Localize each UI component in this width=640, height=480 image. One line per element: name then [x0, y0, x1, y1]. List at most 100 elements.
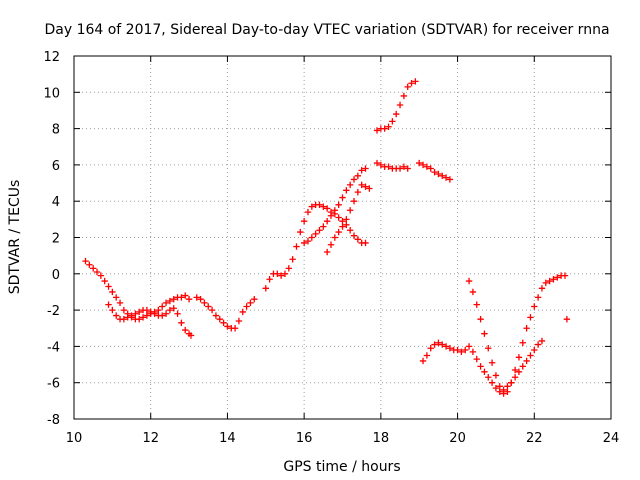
y-tick-label: 12: [43, 50, 60, 65]
data-point: [105, 301, 112, 308]
data-point: [208, 306, 216, 314]
series-arc4: [262, 201, 369, 292]
data-point: [320, 203, 327, 210]
data-point: [527, 314, 534, 321]
data-point: [335, 228, 342, 236]
data-point: [128, 312, 135, 319]
series-arc7: [373, 78, 419, 134]
data-point: [159, 303, 166, 310]
data-point: [446, 176, 454, 183]
data-point: [304, 208, 312, 216]
data-point: [143, 312, 151, 319]
data-point: [339, 217, 346, 225]
data-point: [534, 294, 542, 301]
data-point: [120, 306, 128, 314]
y-tick-label: 2: [52, 232, 60, 247]
data-point: [488, 359, 496, 366]
data-point: [147, 308, 154, 316]
data-point: [281, 270, 289, 277]
data-point: [496, 383, 503, 390]
data-point: [473, 301, 480, 308]
data-point: [412, 78, 419, 85]
y-tick-label: -4: [47, 340, 60, 355]
data-point: [166, 297, 174, 305]
data-point: [481, 330, 488, 337]
data-point: [316, 227, 323, 234]
data-point: [515, 354, 523, 361]
data-point: [519, 339, 526, 346]
data-point: [139, 314, 147, 321]
data-point: [400, 92, 408, 100]
data-point: [251, 296, 258, 303]
data-point: [519, 363, 526, 370]
data-point: [285, 265, 292, 272]
x-tick-label: 22: [526, 431, 543, 446]
data-point: [297, 228, 304, 236]
data-point: [277, 272, 285, 279]
data-point: [396, 101, 404, 109]
data-point: [500, 390, 507, 397]
data-point: [385, 163, 392, 170]
x-tick-label: 20: [449, 431, 466, 446]
data-point: [193, 294, 200, 301]
data-point: [205, 303, 212, 310]
data-point: [312, 230, 319, 238]
data-point: [373, 127, 381, 134]
data-point: [477, 315, 484, 323]
data-point: [435, 339, 442, 346]
data-point: [320, 223, 327, 230]
data-point: [112, 294, 120, 301]
data-point: [162, 310, 170, 317]
data-point: [427, 165, 434, 172]
data-point: [358, 181, 365, 189]
data-point: [423, 163, 431, 170]
data-point: [542, 279, 549, 287]
data-point: [504, 383, 511, 390]
data-point: [504, 388, 511, 395]
data-point: [343, 216, 350, 223]
data-point: [531, 303, 538, 310]
series-arc1: [82, 257, 193, 323]
data-point: [155, 306, 162, 314]
data-point: [339, 223, 346, 230]
data-point: [316, 201, 323, 209]
series-arc3: [193, 294, 258, 332]
data-point: [485, 345, 492, 352]
data-point: [343, 221, 350, 228]
data-point: [266, 276, 273, 283]
data-point: [442, 174, 450, 181]
data-point: [454, 346, 461, 354]
data-point: [346, 227, 354, 234]
data-point: [105, 283, 112, 290]
data-point: [531, 346, 538, 354]
data-point: [308, 234, 316, 241]
x-tick-label: 14: [219, 431, 236, 446]
data-point: [508, 379, 515, 386]
data-point: [362, 165, 369, 172]
data-point: [354, 188, 362, 196]
data-point: [385, 123, 392, 130]
chart-title: Day 164 of 2017, Sidereal Day-to-day VTE…: [44, 22, 609, 38]
data-point: [465, 277, 473, 285]
data-point: [323, 205, 331, 212]
data-point: [323, 248, 331, 256]
data-point: [231, 325, 239, 332]
series-arc11: [465, 272, 569, 397]
data-point: [247, 299, 254, 307]
data-point: [293, 243, 300, 250]
data-point: [416, 159, 423, 167]
data-point: [527, 352, 534, 359]
data-point: [362, 183, 369, 190]
x-tick-label: 12: [142, 431, 159, 446]
data-point: [469, 348, 477, 356]
x-axis-label: GPS time / hours: [283, 459, 400, 475]
data-point: [335, 201, 342, 209]
data-point: [439, 172, 446, 179]
series-arc10: [419, 337, 546, 395]
data-point: [124, 314, 131, 321]
data-point: [515, 368, 523, 376]
data-point: [187, 332, 195, 339]
series-arc2: [105, 301, 195, 339]
data-point: [488, 379, 496, 386]
x-tick-label: 18: [373, 431, 390, 446]
